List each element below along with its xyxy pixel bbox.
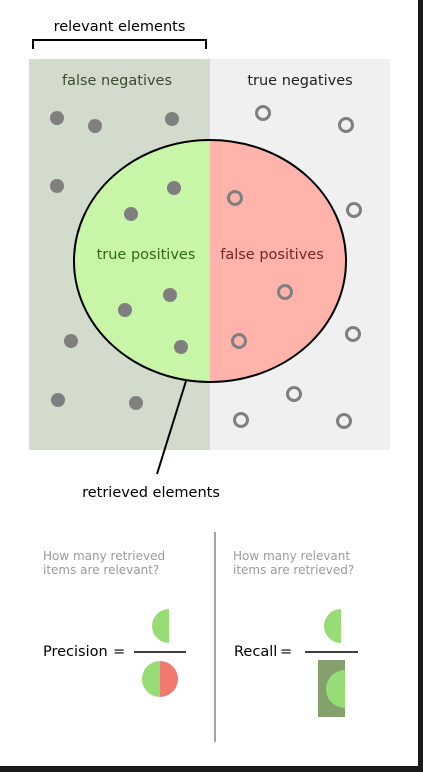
precision-denominator-tp-icon bbox=[142, 661, 160, 697]
relevant-dot bbox=[64, 334, 78, 348]
false-negatives-label: false negatives bbox=[62, 73, 172, 89]
true-negatives-label: true negatives bbox=[247, 73, 352, 89]
irrelevant-dot bbox=[277, 284, 293, 300]
irrelevant-dot bbox=[233, 412, 249, 428]
precision-label: Precision bbox=[43, 644, 108, 660]
irrelevant-dots bbox=[227, 105, 362, 429]
recall-question-line2: items are retrieved? bbox=[233, 563, 354, 577]
relevant-elements-label: relevant elements bbox=[54, 19, 186, 35]
irrelevant-dot bbox=[227, 190, 243, 206]
retrieved-elements-label: retrieved elements bbox=[82, 485, 220, 501]
relevant-dots bbox=[50, 111, 188, 410]
irrelevant-dot bbox=[336, 413, 352, 429]
relevant-dot bbox=[50, 111, 64, 125]
irrelevant-dot bbox=[286, 386, 302, 402]
precision-numerator-tp-icon bbox=[152, 609, 169, 643]
retrieved-pointer-line bbox=[156, 380, 187, 475]
relevant-dot bbox=[124, 207, 138, 221]
irrelevant-dot bbox=[345, 326, 361, 342]
precision-question-line2: items are relevant? bbox=[43, 563, 159, 577]
recall-denominator-tp-icon bbox=[326, 670, 345, 708]
true-positives-label: true positives bbox=[97, 247, 196, 263]
false-positive-region bbox=[210, 140, 346, 382]
irrelevant-dot bbox=[346, 202, 362, 218]
relevant-dot bbox=[129, 396, 143, 410]
irrelevant-dot bbox=[338, 117, 354, 133]
true-positive-region bbox=[74, 140, 210, 382]
relevant-dot bbox=[174, 340, 188, 354]
relevant-dot bbox=[167, 181, 181, 195]
recall-numerator-tp-icon bbox=[324, 609, 341, 643]
false-positives-label: false positives bbox=[220, 247, 324, 263]
relevant-dot bbox=[118, 303, 132, 317]
relevant-bracket bbox=[32, 39, 207, 49]
relevant-dot bbox=[88, 119, 102, 133]
retrieved-ellipse bbox=[73, 139, 347, 383]
recall-equals: = bbox=[280, 644, 292, 660]
recall-label: Recall bbox=[234, 644, 277, 660]
relevant-dot bbox=[50, 179, 64, 193]
precision-denominator-fp-icon bbox=[160, 661, 178, 697]
recall-question-line1: How many relevant bbox=[233, 549, 350, 563]
irrelevant-dot bbox=[255, 105, 271, 121]
relevant-dot bbox=[165, 112, 179, 126]
precision-question-line1: How many retrieved bbox=[43, 549, 165, 563]
irrelevant-dot bbox=[231, 333, 247, 349]
relevant-dot bbox=[163, 288, 177, 302]
relevant-dot bbox=[51, 393, 65, 407]
precision-equals: = bbox=[113, 644, 125, 660]
